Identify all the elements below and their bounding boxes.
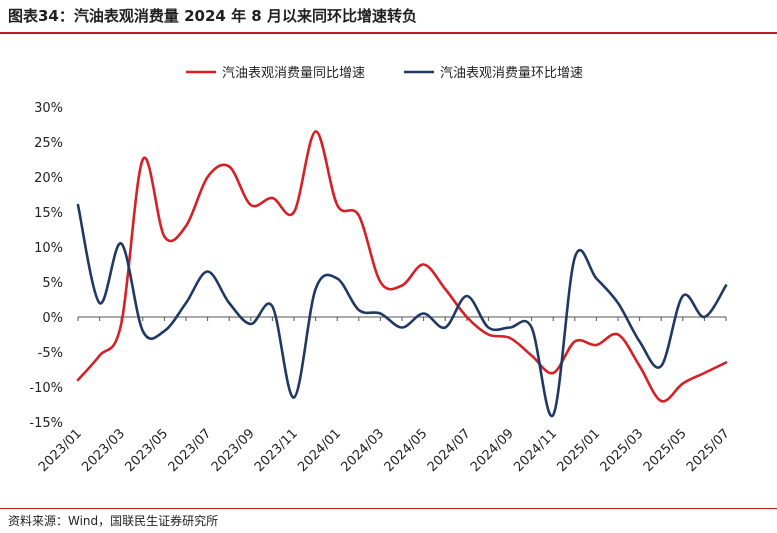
footer-rule <box>0 508 777 509</box>
series-layer <box>76 130 728 418</box>
x-tick-label: 2023/01 <box>36 426 85 475</box>
y-tick-label: 0% <box>42 311 63 326</box>
legend-label: 汽油表观消费量环比增速 <box>440 66 583 81</box>
x-tick-label: 2025/07 <box>684 426 733 475</box>
y-tick-label: 15% <box>34 206 63 221</box>
series-line-mom <box>76 203 728 418</box>
x-tick-label: 2024/11 <box>511 426 560 475</box>
legend-label: 汽油表观消费量同比增速 <box>222 66 365 81</box>
x-tick-label: 2023/07 <box>166 426 215 475</box>
x-tick-label: 2024/05 <box>382 426 431 475</box>
y-tick-label: -10% <box>29 381 63 396</box>
y-tick-label: 10% <box>34 241 63 256</box>
y-tick-label: -15% <box>29 416 63 431</box>
x-tick-label: 2024/07 <box>425 426 474 475</box>
x-axis: 2023/012023/032023/052023/072023/092023/… <box>36 316 733 475</box>
x-tick-label: 2023/05 <box>122 426 171 475</box>
y-tick-label: -5% <box>38 346 63 361</box>
x-tick-label: 2025/03 <box>598 426 647 475</box>
x-tick-label: 2024/09 <box>468 426 517 475</box>
y-axis: 30% 25% 20% 15% 10% 5% 0% -5% -10% -15% <box>29 101 63 431</box>
title-rule <box>0 32 777 34</box>
y-tick-label: 30% <box>34 101 63 116</box>
y-tick-label: 25% <box>34 136 63 151</box>
x-tick-label: 2023/09 <box>209 426 258 475</box>
x-tick-label: 2025/01 <box>554 426 603 475</box>
x-tick-label: 2025/05 <box>641 426 690 475</box>
x-tick-label: 2023/11 <box>252 426 301 475</box>
series-line-yoy <box>76 130 728 403</box>
source-note: 资料来源：Wind，国联民生证券研究所 <box>8 514 219 528</box>
y-tick-label: 20% <box>34 171 63 186</box>
y-tick-label: 5% <box>42 276 63 291</box>
x-tick-label: 2023/03 <box>79 426 128 475</box>
x-tick-label: 2024/01 <box>295 426 344 475</box>
chart-title: 图表34：汽油表观消费量 2024 年 8 月以来同环比增速转负 <box>8 7 417 25</box>
legend: 汽油表观消费量同比增速 汽油表观消费量环比增速 <box>186 66 583 81</box>
x-tick-label: 2024/03 <box>338 426 387 475</box>
